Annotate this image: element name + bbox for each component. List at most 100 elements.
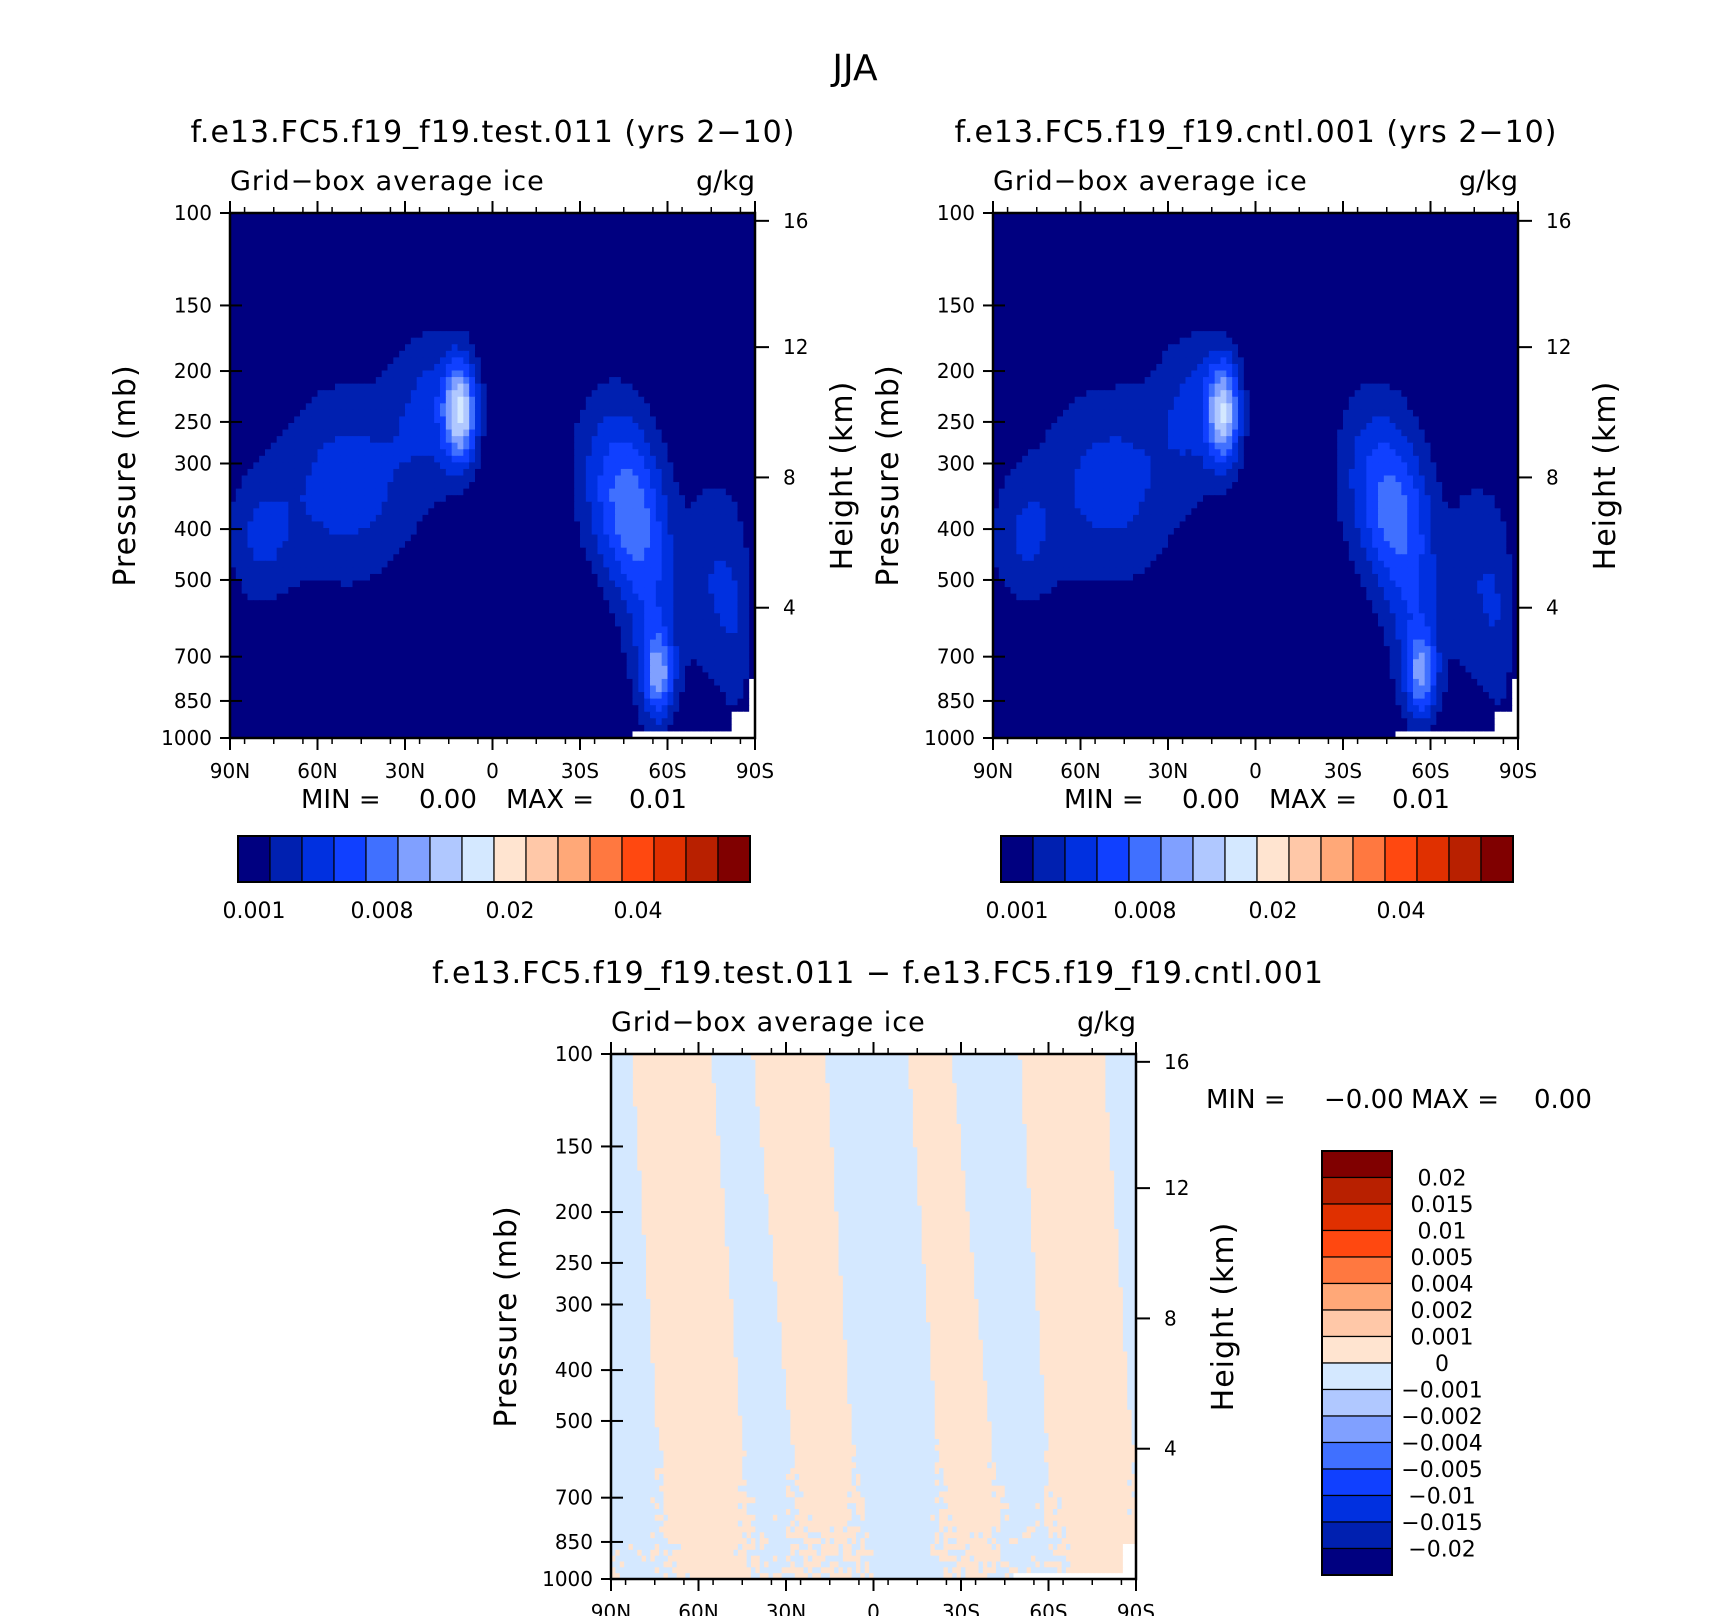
contour-cell [347, 535, 353, 542]
contour-cell [283, 462, 289, 469]
contour-cell [732, 508, 738, 515]
contour-cell [592, 502, 598, 509]
contour-cell [236, 325, 242, 332]
contour-cell [475, 561, 481, 568]
contour-cell [399, 416, 405, 423]
contour-cell [650, 384, 656, 391]
contour-cell [638, 246, 644, 253]
contour-cell [399, 371, 405, 378]
contour-cell [288, 233, 294, 240]
contour-cell [697, 561, 703, 568]
contour-cell [609, 423, 615, 430]
contour-cell [522, 239, 528, 246]
contour-cell [708, 272, 714, 279]
contour-cell [458, 541, 464, 548]
contour-cell [399, 528, 405, 535]
contour-cell [586, 508, 592, 515]
contour-cell [458, 554, 464, 561]
contour-cell [633, 495, 639, 502]
contour-cell [405, 285, 411, 292]
contour-cell [312, 535, 318, 542]
contour-cell [434, 449, 440, 456]
contour-cell [399, 403, 405, 410]
contour-cell [563, 266, 569, 273]
contour-cell [621, 567, 627, 574]
contour-cell [533, 489, 539, 496]
contour-cell [703, 272, 709, 279]
contour-cell [609, 252, 615, 259]
contour-cell [743, 226, 749, 233]
contour-cell [574, 220, 580, 227]
contour-cell [458, 344, 464, 351]
contour-cell [458, 449, 464, 456]
contour-cell [452, 508, 458, 515]
contour-cell [627, 279, 633, 286]
contour-cell [732, 259, 738, 266]
contour-cell [732, 469, 738, 476]
contour-cell [341, 351, 347, 358]
contour-cell [294, 548, 300, 555]
contour-cell [738, 416, 744, 423]
contour-cell [393, 410, 399, 417]
contour-cell [283, 311, 289, 318]
contour-cell [288, 371, 294, 378]
contour-cell [300, 548, 306, 555]
contour-cell [469, 554, 475, 561]
contour-cell [306, 456, 312, 463]
contour-cell [563, 246, 569, 253]
contour-cell [417, 456, 423, 463]
contour-cell [592, 508, 598, 515]
contour-cell [609, 331, 615, 338]
contour-cell [726, 508, 732, 515]
contour-cell [469, 462, 475, 469]
contour-cell [638, 430, 644, 437]
contour-cell [487, 495, 493, 502]
contour-cell [557, 239, 563, 246]
contour-cell [463, 548, 469, 555]
contour-cell [364, 351, 370, 358]
contour-cell [563, 331, 569, 338]
contour-cell [306, 371, 312, 378]
contour-cell [423, 397, 429, 404]
contour-cell [300, 220, 306, 227]
contour-cell [388, 311, 394, 318]
contour-cell [452, 469, 458, 476]
contour-cell [726, 502, 732, 509]
contour-cell [493, 338, 499, 345]
contour-cell [510, 476, 516, 483]
contour-cell [300, 259, 306, 266]
contour-cell [568, 436, 574, 443]
contour-cell [329, 285, 335, 292]
contour-cell [662, 233, 668, 240]
contour-cell [300, 462, 306, 469]
contour-cell [592, 390, 598, 397]
contour-cell [440, 351, 446, 358]
contour-cell [545, 246, 551, 253]
contour-cell [283, 541, 289, 548]
contour-cell [487, 344, 493, 351]
contour-cell [323, 482, 329, 489]
contour-cell [236, 331, 242, 338]
contour-cell [609, 561, 615, 568]
contour-cell [277, 567, 283, 574]
contour-cell [679, 476, 685, 483]
contour-cell [609, 259, 615, 266]
contour-cell [358, 226, 364, 233]
contour-cell [323, 508, 329, 515]
contour-cell [242, 311, 248, 318]
contour-cell [697, 456, 703, 463]
contour-cell [353, 344, 359, 351]
contour-cell [242, 325, 248, 332]
contour-cell [463, 279, 469, 286]
contour-cell [393, 246, 399, 253]
contour-cell [504, 508, 510, 515]
contour-cell [463, 331, 469, 338]
contour-cell [393, 390, 399, 397]
contour-cell [452, 292, 458, 299]
contour-cell [469, 561, 475, 568]
contour-cell [312, 344, 318, 351]
contour-cell [358, 528, 364, 535]
contour-cell [411, 561, 417, 568]
contour-cell [440, 515, 446, 522]
contour-cell [726, 318, 732, 325]
